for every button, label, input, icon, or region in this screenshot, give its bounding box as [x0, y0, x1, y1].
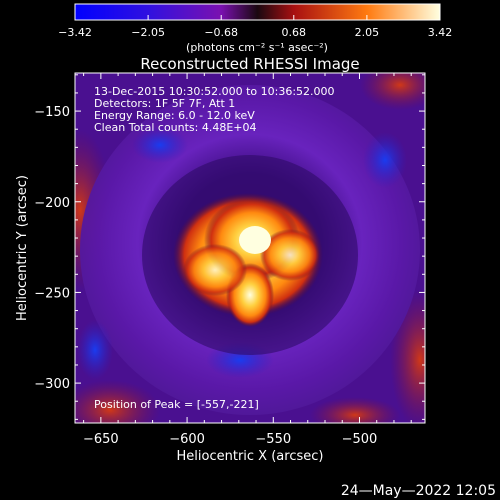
heatmap-negative-region — [132, 127, 188, 163]
x-axis-label: Heliocentric X (arcsec) — [177, 449, 324, 464]
heatmap-region — [310, 397, 400, 423]
y-axis-ticks: −150 −200 −250 −300 — [34, 74, 425, 420]
colorbar-tick-label: −2.05 — [131, 26, 165, 39]
x-axis-ticks: −650 −600 −550 −500 — [83, 73, 412, 447]
y-tick-label: −250 — [34, 286, 70, 301]
heatmap-source — [260, 229, 320, 281]
chart-title: Reconstructed RHESSI Image — [140, 55, 359, 73]
colorbar-tick-label: −0.68 — [204, 26, 238, 39]
colorbar-tick-label: 3.42 — [428, 26, 453, 39]
y-tick-label: −150 — [34, 105, 70, 120]
annotation-energy: Energy Range: 6.0 - 12.0 keV — [94, 109, 255, 122]
annotation-detectors: Detectors: 1F 5F 7F, Att 1 — [94, 97, 235, 110]
heatmap-negative-region — [77, 320, 113, 380]
heatmap-negative-region — [363, 132, 407, 188]
y-tick-label: −300 — [34, 377, 70, 392]
x-tick-label: −600 — [169, 432, 205, 447]
peak-position-label: Position of Peak = [-557,-221] — [94, 398, 259, 411]
y-tick-label: −200 — [34, 196, 70, 211]
colorbar-units: (photons cm⁻² s⁻¹ asec⁻²) — [186, 41, 328, 54]
colorbar-tick-label: 2.05 — [355, 26, 380, 39]
heatmap-image — [75, 73, 425, 423]
colorbar-tick-label: 0.68 — [282, 26, 307, 39]
timestamp: 24—May—2022 12:05 — [341, 483, 496, 499]
x-tick-label: −550 — [255, 432, 291, 447]
colorbar-tick-label: −3.42 — [58, 26, 92, 39]
annotation-counts: Clean Total counts: 4.48E+04 — [94, 121, 257, 134]
heatmap-peak — [239, 226, 271, 254]
x-tick-label: −500 — [342, 432, 378, 447]
y-axis-label: Heliocentric Y (arcsec) — [15, 175, 30, 321]
heatmap-region — [360, 73, 425, 110]
heatmap-source — [183, 244, 247, 296]
heatmap-region — [75, 380, 160, 423]
colorbar-ticks: −3.42 −2.05 −0.68 0.68 2.05 3.42 — [58, 15, 452, 39]
plot-frame — [74, 72, 426, 424]
x-tick-label: −650 — [83, 432, 119, 447]
colorbar — [75, 4, 440, 20]
annotation-time: 13-Dec-2015 10:30:52.000 to 10:36:52.000 — [94, 85, 335, 98]
colorbar-frame — [74, 3, 441, 21]
